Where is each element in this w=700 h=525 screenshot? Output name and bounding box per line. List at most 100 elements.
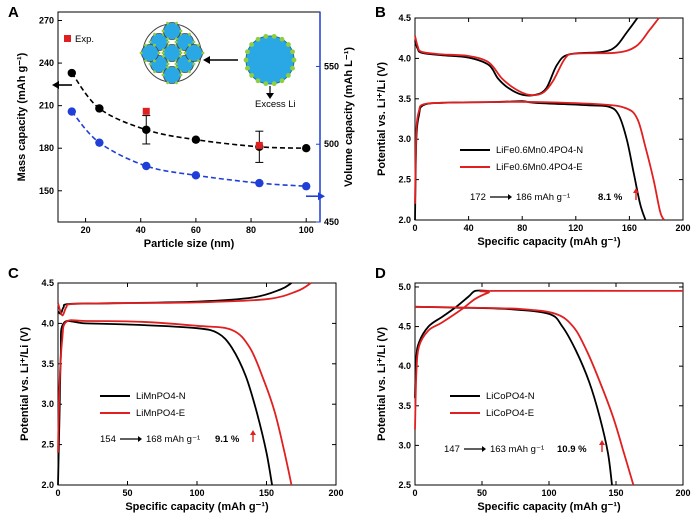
capacity-arrowhead bbox=[508, 194, 512, 200]
legend-label: LiCoPO4-N bbox=[486, 391, 535, 402]
x-tick-label: 200 bbox=[675, 223, 690, 233]
li-dot bbox=[166, 81, 169, 85]
y-tick-label: 2.5 bbox=[398, 480, 411, 490]
inset-single-particle bbox=[243, 33, 297, 87]
plot-frame bbox=[57, 282, 337, 486]
volume-capacity-point bbox=[95, 138, 104, 147]
legend-label: LiCoPO4-E bbox=[486, 408, 534, 419]
series-0-charge-curve bbox=[414, 289, 489, 398]
li-dot bbox=[175, 81, 178, 85]
x-tick-label: 100 bbox=[299, 225, 314, 235]
legend-label: LiMnPO4-E bbox=[136, 408, 185, 419]
exp-point bbox=[255, 141, 263, 149]
y-tick-label: 3.0 bbox=[41, 399, 54, 409]
li-dot bbox=[179, 29, 183, 33]
x-tick-label: 100 bbox=[189, 488, 204, 498]
y-tick-label: 2.0 bbox=[398, 215, 411, 225]
y-tick-label: 2.0 bbox=[41, 480, 54, 490]
excess-li-dot bbox=[249, 73, 255, 78]
gain-arrowhead bbox=[250, 430, 256, 435]
excess-li-dot bbox=[263, 33, 269, 39]
excess-li-dot bbox=[271, 81, 277, 87]
series-0-charge-curve bbox=[57, 282, 292, 315]
y-tick-label: 5.0 bbox=[398, 282, 411, 292]
x-tick-label: 0 bbox=[55, 488, 60, 498]
excess-li-dot bbox=[243, 57, 249, 63]
y-axis-label: Potential vs. Li⁺/Li (V) bbox=[19, 327, 31, 441]
li-dot bbox=[148, 62, 152, 66]
legend-exp: Exp. bbox=[64, 34, 94, 45]
mass-capacity-point bbox=[95, 104, 104, 113]
y-tick-label: 150 bbox=[39, 186, 54, 196]
volume-capacity-point bbox=[142, 161, 151, 171]
series-0-charge-curve bbox=[414, 17, 639, 97]
small-particle bbox=[141, 44, 159, 62]
li-dot bbox=[162, 54, 165, 58]
y-tick-label: 240 bbox=[39, 58, 54, 68]
gain-arrowhead bbox=[633, 188, 639, 193]
li-dot bbox=[148, 40, 152, 44]
x-tick-label: 40 bbox=[464, 223, 474, 233]
excess-li-dot bbox=[249, 42, 255, 47]
panel-label-b: B bbox=[375, 4, 386, 21]
x-tick-label: 100 bbox=[541, 488, 556, 498]
x-axis-label: Specific capacity (mAh g⁻¹) bbox=[125, 501, 269, 513]
li-dot bbox=[174, 62, 178, 66]
series-1-discharge-curve bbox=[414, 100, 666, 221]
y-tick-label: 3.5 bbox=[41, 359, 54, 369]
panel-d: 0 50 100 150 200 2.5 3.0 3.5 4.0 4.5 5.0 Specific c… bbox=[376, 282, 691, 513]
y-axis-label: Potential vs. Li⁺/Li (V) bbox=[376, 327, 388, 441]
li-dot bbox=[153, 70, 156, 74]
panel-label-c: C bbox=[8, 265, 19, 282]
volume-capacity-point bbox=[191, 171, 201, 180]
capacity-from-label: 147 bbox=[444, 444, 460, 455]
li-dot bbox=[161, 29, 165, 33]
series-1-charge-curve bbox=[414, 289, 684, 430]
y-tick-label: 4.0 bbox=[398, 361, 411, 371]
li-dot bbox=[166, 37, 169, 41]
x-tick-label: 150 bbox=[608, 488, 623, 498]
x-tick-label: 80 bbox=[517, 223, 527, 233]
excess-li-dot bbox=[290, 65, 295, 71]
excess-li-dot bbox=[290, 49, 295, 55]
legend-label: LiMnPO4-N bbox=[136, 391, 186, 402]
x-tick-label: 80 bbox=[246, 225, 256, 235]
series-1-charge-curve bbox=[57, 282, 312, 317]
inset-arrow bbox=[203, 56, 274, 99]
x-tick-label: 0 bbox=[412, 223, 417, 233]
mass-capacity-point bbox=[191, 135, 201, 144]
panel-a-axes: 20 40 60 80 100 150 180 210 240 270 Particle size … bbox=[16, 11, 355, 250]
panel-b: 0 40 80 120 160 200 2.0 2.5 3.0 3.5 4.0 4.5 Specific… bbox=[376, 13, 691, 248]
li-dot bbox=[201, 51, 205, 55]
y-axis-label: Potential vs. Li⁺/Li (V) bbox=[376, 62, 388, 176]
legend-label: LiFe0.6Mn0.4PO4-E bbox=[496, 162, 583, 173]
y-tick-label: 4.5 bbox=[398, 322, 411, 332]
small-particle bbox=[185, 44, 203, 62]
x-tick-label: 60 bbox=[191, 225, 201, 235]
li-dot bbox=[166, 21, 169, 25]
mass-capacity-point bbox=[302, 144, 311, 153]
y2-tick-label: 550 bbox=[324, 61, 339, 71]
li-dot bbox=[144, 43, 147, 47]
li-dot bbox=[192, 62, 196, 66]
li-dot bbox=[175, 37, 178, 41]
y-tick-label: 3.0 bbox=[398, 440, 411, 450]
y-tick-label: 3.5 bbox=[398, 94, 411, 104]
right-axis-arrowhead bbox=[318, 192, 325, 201]
panel-a: 20 40 60 80 100 150 180 210 240 270 Particle size … bbox=[16, 11, 355, 250]
plot-frame bbox=[414, 17, 684, 221]
y2-tick-label: 450 bbox=[324, 217, 339, 227]
legend-exp-label: Exp. bbox=[75, 34, 94, 45]
li-dot bbox=[188, 43, 191, 47]
li-dot bbox=[179, 54, 182, 58]
excess-li-dot bbox=[285, 73, 291, 78]
li-dot bbox=[183, 51, 187, 55]
excess-li-dot bbox=[255, 36, 261, 42]
x-tick-label: 0 bbox=[412, 488, 417, 498]
x-tick-label: 20 bbox=[81, 225, 91, 235]
li-dot bbox=[197, 43, 200, 47]
x-tick-label: 50 bbox=[122, 488, 132, 498]
panel-label-d: D bbox=[375, 265, 386, 282]
li-dot bbox=[153, 59, 156, 63]
li-dot bbox=[166, 62, 170, 66]
